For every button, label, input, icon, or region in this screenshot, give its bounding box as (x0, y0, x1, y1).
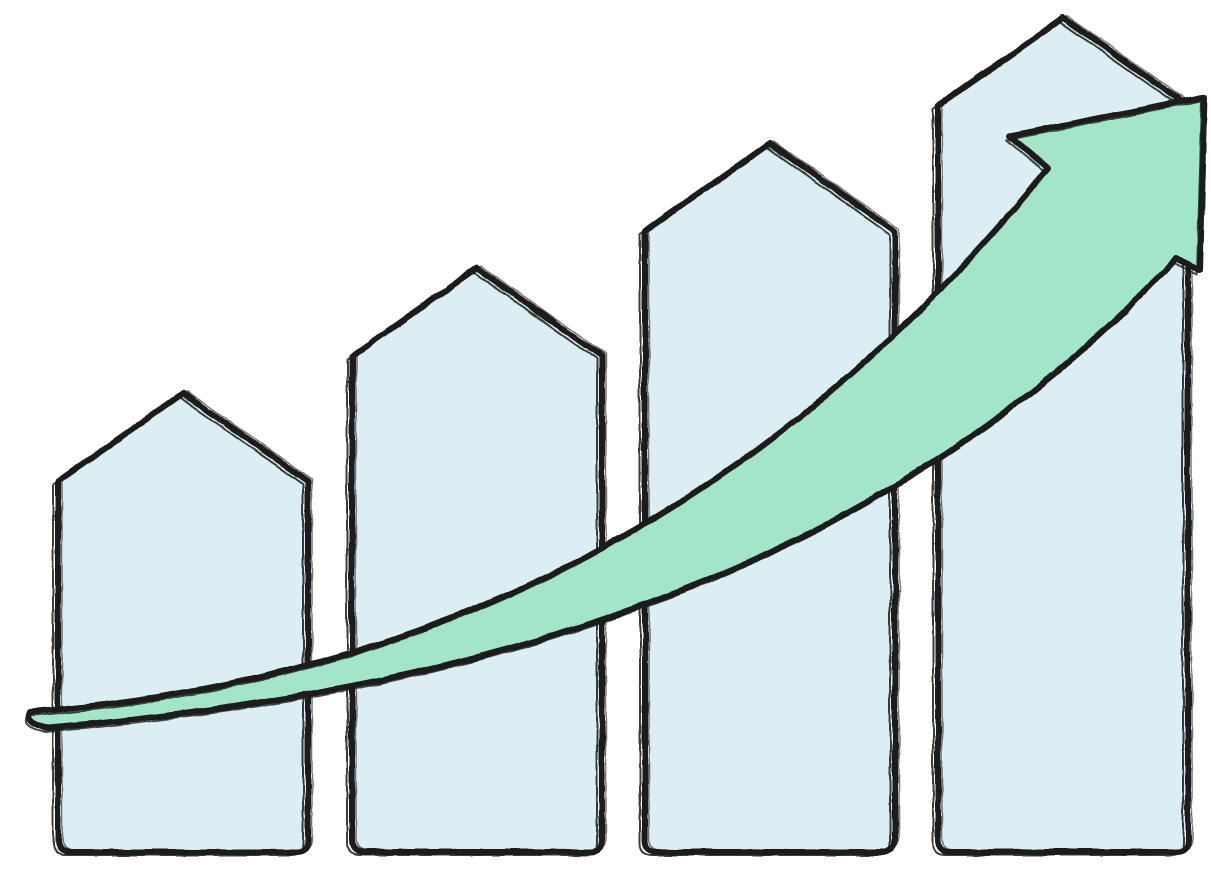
growth-bar (52, 390, 313, 856)
growth-bar (346, 265, 607, 856)
growth-arrow (24, 94, 1208, 733)
growth-arrow-group (24, 94, 1208, 733)
